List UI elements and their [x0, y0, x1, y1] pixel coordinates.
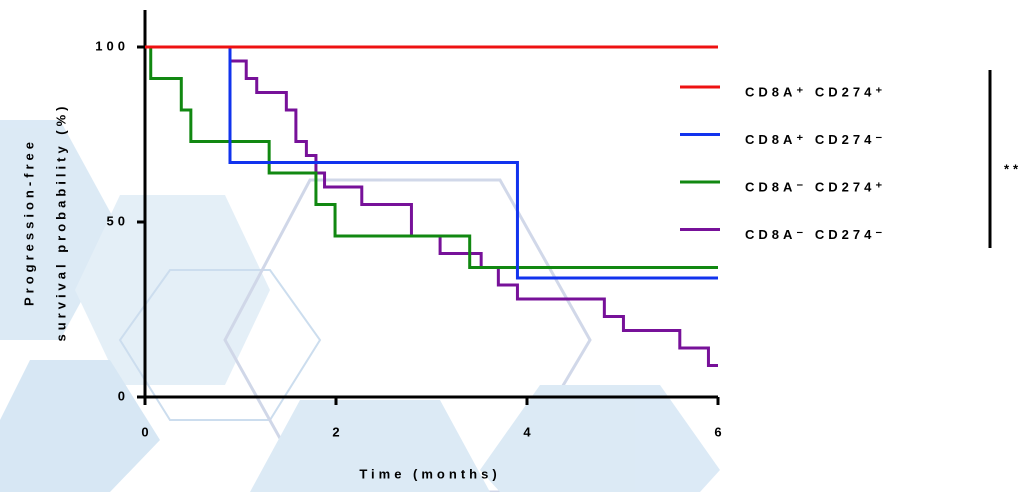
x-tick-label: 0 — [141, 424, 152, 439]
y-tick-label: 50 — [107, 213, 129, 228]
survival-curve — [145, 45, 718, 269]
legend-label: CD8A⁻ CD274⁺ — [745, 179, 886, 194]
survival-curve — [229, 59, 718, 367]
y-axis-title: survival probability (%) — [53, 102, 68, 341]
legend-label: CD8A⁺ CD274⁻ — [745, 132, 886, 147]
x-axis-title: Time (months) — [359, 466, 500, 481]
y-tick-label: 100 — [95, 38, 129, 53]
x-tick-label: 2 — [332, 424, 343, 439]
x-tick-label: 4 — [523, 424, 534, 439]
legend-label: CD8A⁻ CD274⁻ — [745, 227, 886, 242]
y-tick-label: 0 — [118, 388, 129, 403]
legend-label: CD8A⁺ CD274⁺ — [745, 84, 886, 99]
significance-annotation: ** — [1004, 161, 1022, 176]
x-tick-label: 6 — [714, 424, 725, 439]
y-axis-title: Progression-free — [21, 138, 36, 306]
background-decoration — [0, 120, 720, 492]
